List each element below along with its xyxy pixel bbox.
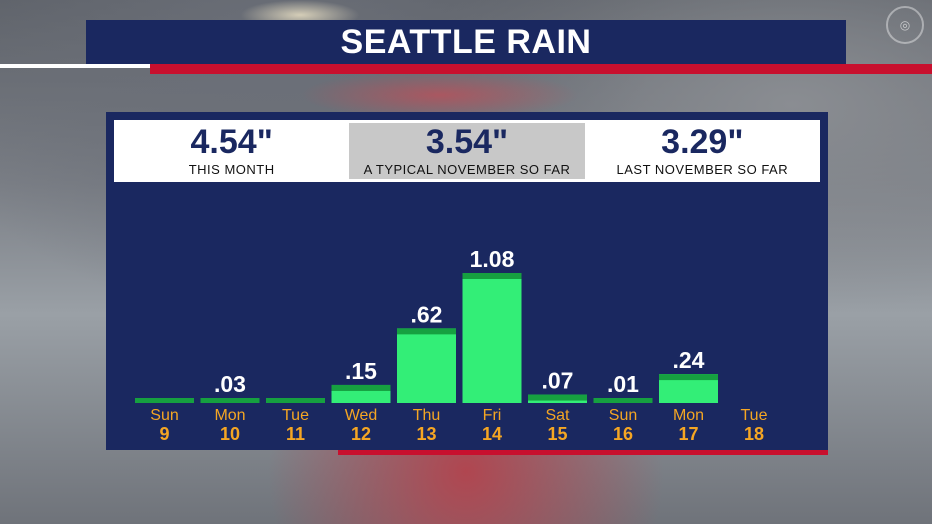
title-accent-red — [150, 64, 932, 74]
tick-label-date: 12 — [351, 424, 371, 444]
bar-cap — [200, 398, 260, 403]
rain-bar-chart: Sun9.03Mon10Tue11.15Wed12.62Thu131.08Fri… — [135, 246, 768, 444]
tick-label-day: Fri — [483, 407, 502, 424]
stat-label: THIS MONTH — [188, 162, 275, 177]
stat-this-month: 4.54" THIS MONTH — [114, 120, 349, 182]
tick-label-day: Tue — [741, 407, 768, 424]
stat-typical: 3.54" A TYPICAL NOVEMBER SO FAR — [349, 123, 585, 179]
panel-accent-red — [338, 450, 828, 455]
stats-strip: 4.54" THIS MONTH 3.54" A TYPICAL NOVEMBE… — [114, 120, 820, 182]
tick-label-date: 10 — [220, 424, 240, 444]
page-title: SEATTLE RAIN — [340, 22, 592, 61]
tick-label-day: Tue — [282, 407, 309, 424]
bar-cap — [659, 374, 718, 381]
stat-value: 4.54" — [190, 123, 273, 161]
tick-label-day: Sun — [150, 407, 178, 424]
bar-cap — [135, 398, 194, 403]
data-label: .07 — [542, 368, 574, 394]
tick-label-day: Sat — [545, 407, 570, 424]
tick-label-date: 18 — [744, 424, 764, 444]
tick-label-date: 14 — [482, 424, 502, 444]
bar-cap — [593, 398, 653, 403]
stat-last-november: 3.29" LAST NOVEMBER SO FAR — [585, 120, 820, 182]
tick-label-day: Mon — [673, 407, 704, 424]
tick-label-day: Wed — [345, 407, 378, 424]
tick-label-date: 17 — [678, 424, 698, 444]
bar-fri-14 — [462, 273, 522, 403]
tick-label-date: 15 — [547, 424, 567, 444]
stat-value: 3.29" — [661, 123, 744, 161]
bar-thu-13 — [397, 328, 456, 403]
station-logo-icon: ◎ — [886, 6, 924, 44]
chart-panel: 4.54" THIS MONTH 3.54" A TYPICAL NOVEMBE… — [106, 112, 828, 450]
tick-label-day: Thu — [413, 407, 441, 424]
title-accent-white — [0, 64, 152, 68]
title-bar: SEATTLE RAIN — [86, 20, 846, 64]
stat-label: LAST NOVEMBER SO FAR — [616, 162, 789, 177]
data-label: 1.08 — [470, 246, 515, 272]
background-glow — [300, 70, 580, 120]
data-label: .15 — [345, 358, 377, 384]
bar-cap — [462, 273, 522, 279]
bar-cap — [331, 384, 391, 391]
tick-label-day: Mon — [214, 407, 245, 424]
bar-cap — [528, 394, 587, 401]
tick-label-day: Sun — [609, 407, 637, 424]
tick-label-date: 13 — [416, 424, 436, 444]
stat-value: 3.54" — [425, 123, 509, 161]
bar-cap — [266, 398, 325, 403]
data-label: .01 — [607, 371, 639, 397]
tick-label-date: 11 — [286, 424, 305, 444]
data-label: .62 — [411, 301, 443, 327]
tick-label-date: 16 — [613, 424, 633, 444]
data-label: .24 — [673, 347, 705, 373]
data-label: .03 — [214, 371, 246, 397]
stat-label: A TYPICAL NOVEMBER SO FAR — [363, 162, 571, 177]
bar-cap — [397, 328, 456, 335]
tick-label-date: 9 — [159, 424, 169, 444]
